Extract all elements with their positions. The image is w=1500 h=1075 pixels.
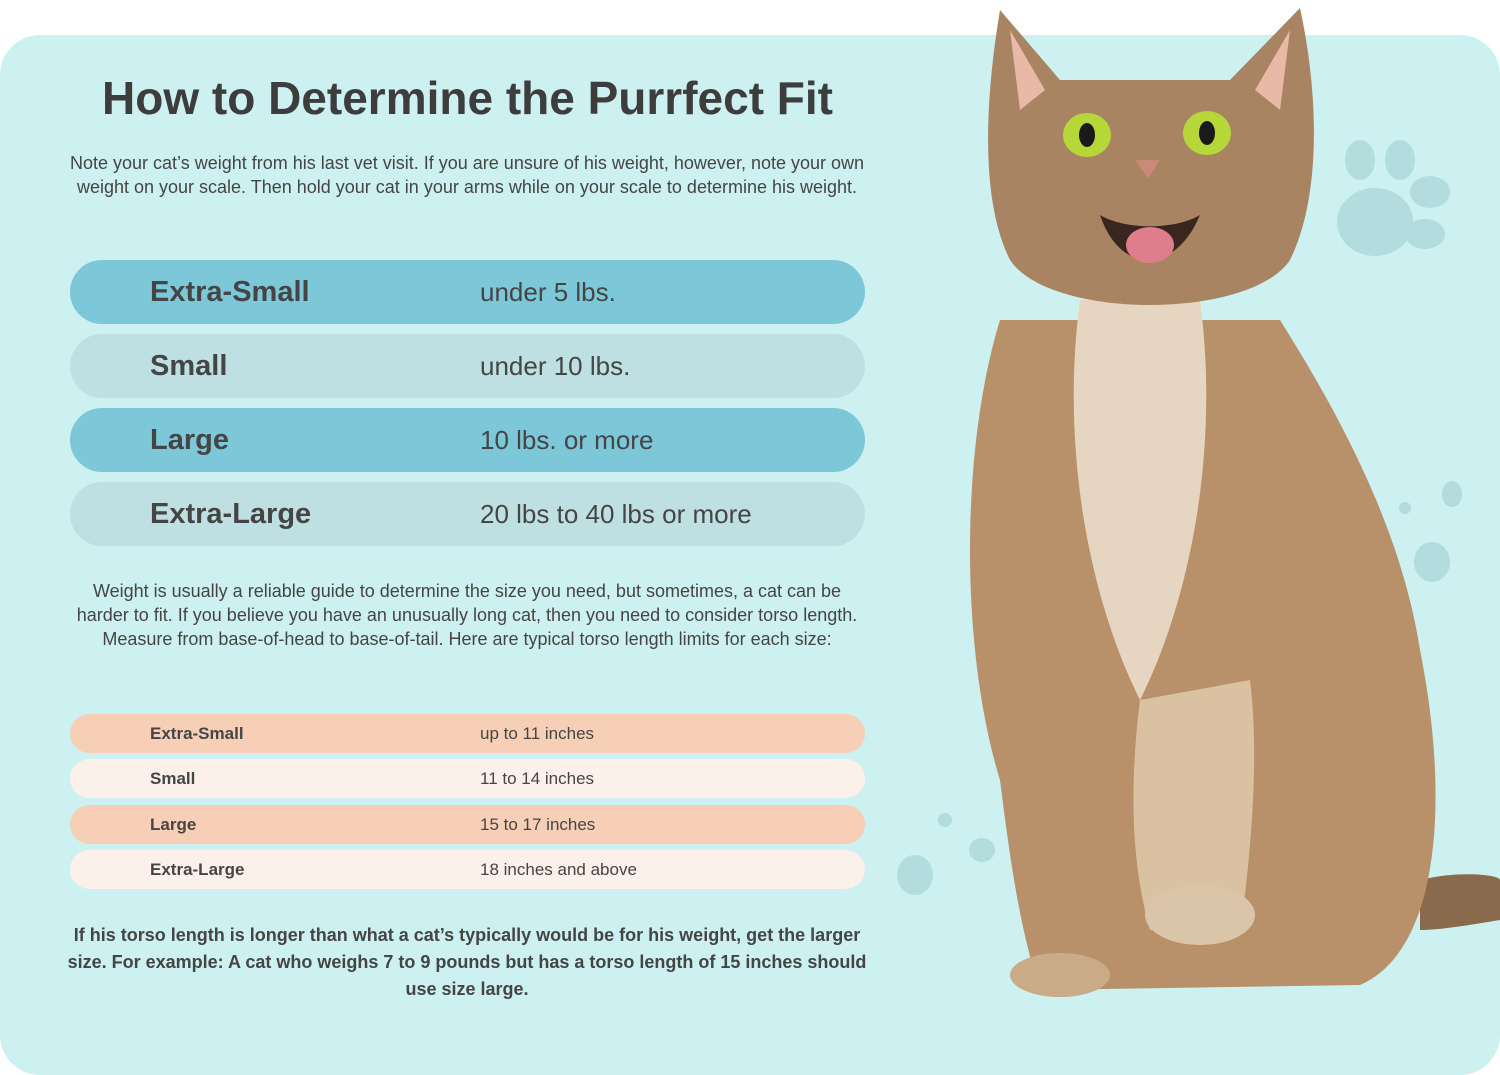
paw-print-icon [897,481,1462,895]
size-label: Large [150,423,229,456]
weight-value: under 10 lbs. [480,350,631,381]
size-label: Large [150,814,197,834]
length-value: up to 11 inches [480,723,595,743]
torso-row: Small 11 to 14 inches [70,759,865,798]
weight-row: Extra-Large 20 lbs to 40 lbs or more [70,482,865,546]
size-label: Extra-Large [150,497,312,530]
length-value: 11 to 14 inches [480,768,595,788]
torso-row: Extra-Small up to 11 inches [70,714,865,753]
size-label: Small [150,768,196,788]
weight-row: Small under 10 lbs. [70,334,865,398]
weight-value: 20 lbs to 40 lbs or more [480,498,752,529]
torso-intro-text: Weight is usually a reliable guide to de… [76,581,858,649]
cat-image [970,8,1500,997]
paw-print-icon [1337,140,1450,256]
weight-value: 10 lbs. or more [480,424,654,455]
torso-row: Extra-Large 18 inches and above [70,850,865,889]
torso-row: Large 15 to 17 inches [70,805,865,844]
size-label: Extra-Small [150,275,310,308]
length-value: 15 to 17 inches [480,814,596,834]
cat-photo [897,8,1500,997]
weight-value: under 5 lbs. [480,276,616,307]
page-title: How to Determine the Purrfect Fit [102,72,833,124]
weight-row: Large 10 lbs. or more [70,408,865,472]
size-label: Extra-Small [150,723,244,743]
intro-text: Note your cat’s weight from his last vet… [69,153,865,197]
footer-note: If his torso length is longer than what … [67,925,867,999]
size-label: Small [150,349,228,382]
length-value: 18 inches and above [480,859,637,879]
size-label: Extra-Large [150,859,245,879]
weight-row: Extra-Small under 5 lbs. [70,260,865,324]
